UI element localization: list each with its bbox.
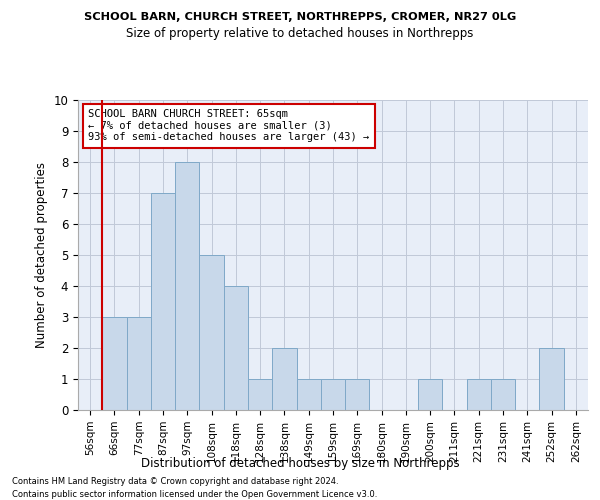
Bar (175, 162, 199, 410)
Bar (321, 379, 345, 410)
Text: SCHOOL BARN, CHURCH STREET, NORTHREPPS, CROMER, NR27 0LG: SCHOOL BARN, CHURCH STREET, NORTHREPPS, … (84, 12, 516, 22)
Bar (151, 193, 175, 410)
Bar (418, 379, 442, 410)
Text: Contains HM Land Registry data © Crown copyright and database right 2024.: Contains HM Land Registry data © Crown c… (12, 478, 338, 486)
Bar (539, 348, 564, 410)
Bar (199, 255, 224, 410)
Bar (102, 317, 127, 410)
Bar (224, 286, 248, 410)
Bar (467, 379, 491, 410)
Text: SCHOOL BARN CHURCH STREET: 65sqm
← 7% of detached houses are smaller (3)
93% of : SCHOOL BARN CHURCH STREET: 65sqm ← 7% of… (88, 110, 370, 142)
Text: Distribution of detached houses by size in Northrepps: Distribution of detached houses by size … (140, 458, 460, 470)
Text: Size of property relative to detached houses in Northrepps: Size of property relative to detached ho… (127, 28, 473, 40)
Y-axis label: Number of detached properties: Number of detached properties (35, 162, 48, 348)
Bar (248, 379, 272, 410)
Bar (345, 379, 370, 410)
Text: Contains public sector information licensed under the Open Government Licence v3: Contains public sector information licen… (12, 490, 377, 499)
Bar (127, 317, 151, 410)
Bar (491, 379, 515, 410)
Bar (296, 379, 321, 410)
Bar (272, 348, 296, 410)
